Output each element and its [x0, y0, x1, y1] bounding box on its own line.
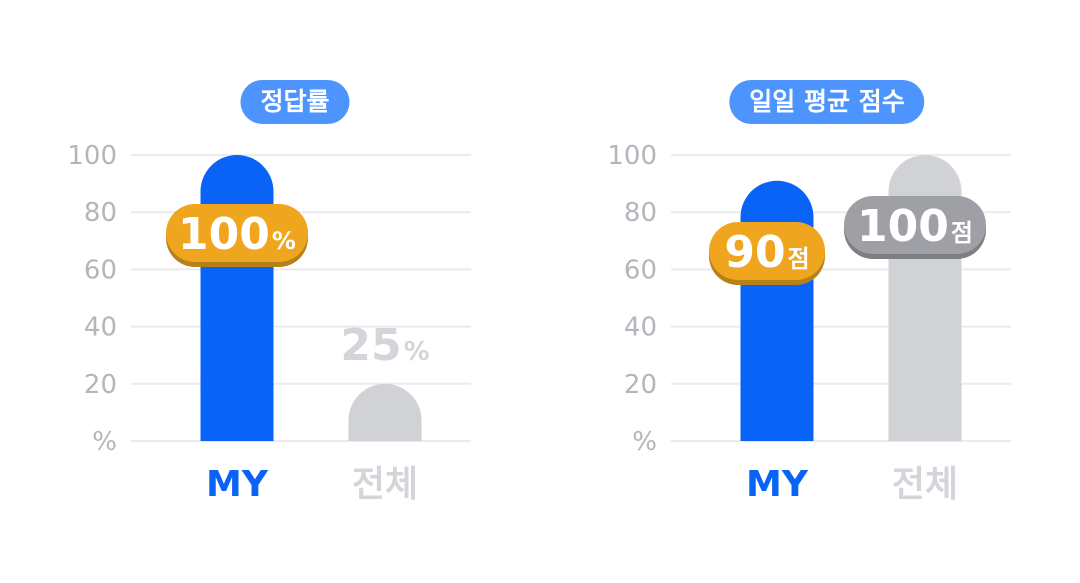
- my-bar: [200, 155, 274, 441]
- value-label-number: 100: [178, 209, 270, 260]
- y-tick-label: 20: [84, 370, 117, 400]
- value-label-unit: 점: [951, 219, 973, 247]
- value-label-unit: 점: [788, 245, 810, 273]
- chart-title-pill: 일일 평균 점수: [729, 80, 925, 124]
- category-label-total: 전체: [352, 464, 418, 505]
- value-label: 25%: [340, 320, 429, 371]
- daily-average-score-chart-panel: 일일 평균 점수 100 80 60 40 20% MY 전체 90점 100점: [540, 0, 1080, 583]
- chart-title-pill: 정답률: [240, 80, 350, 124]
- y-tick-label: 60: [624, 255, 657, 285]
- value-bubble: 90점: [709, 222, 825, 285]
- y-tick-label: %: [92, 427, 117, 457]
- value-label: 100점: [857, 201, 973, 252]
- value-label-number: 25: [340, 320, 401, 371]
- y-tick-label: 40: [624, 313, 657, 343]
- category-label-my: MY: [206, 464, 269, 505]
- value-label-number: 100: [857, 201, 949, 252]
- y-tick-label: 60: [84, 255, 117, 285]
- value-bubble: 100%: [166, 204, 308, 267]
- my-bar: [740, 180, 814, 442]
- accuracy-chart-panel: 정답률 100 80 60 40 20% MY 전체 100% 25%: [67, 80, 471, 505]
- value-bubble-background: [166, 204, 308, 262]
- value-label-number: 90: [724, 227, 785, 278]
- category-label-my: MY: [746, 464, 809, 505]
- y-tick-label: 80: [84, 198, 117, 228]
- category-label-total: 전체: [892, 464, 958, 505]
- value-bubble: 100점: [844, 196, 986, 259]
- y-tick-label: 100: [607, 141, 657, 171]
- value-bubble-background: [844, 196, 986, 254]
- y-tick-label: 40: [84, 313, 117, 343]
- y-tick-label: 100: [67, 141, 117, 171]
- value-label-unit: %: [272, 227, 296, 255]
- y-tick-label: %: [632, 427, 657, 457]
- total-bar: [348, 383, 422, 441]
- value-label-unit: %: [404, 337, 430, 367]
- y-tick-label: 80: [624, 198, 657, 228]
- value-label: 90점: [724, 227, 809, 278]
- y-tick-label: 20: [624, 370, 657, 400]
- value-bubble-background: [709, 222, 825, 280]
- value-label: 100%: [178, 209, 296, 260]
